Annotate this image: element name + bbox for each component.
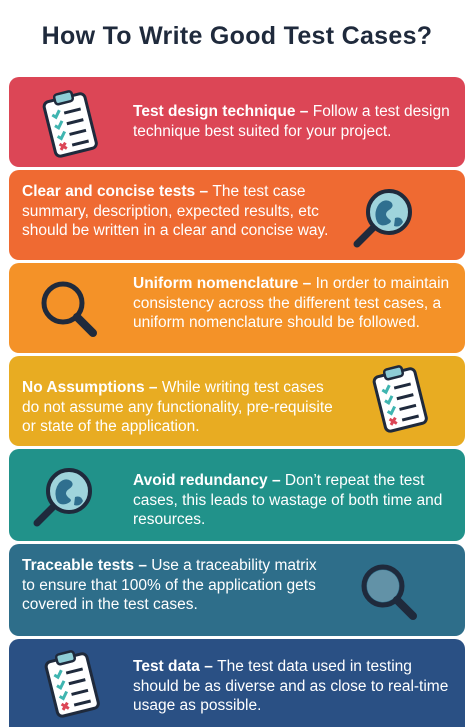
card-separator: – (195, 183, 213, 200)
card-text: Traceable tests – Use a traceability mat… (22, 556, 322, 615)
card-heading: Avoid redundancy (133, 472, 268, 489)
magnifier-icon (33, 275, 103, 345)
card-body: Use a traceability matrix to ensure that… (22, 557, 317, 613)
card-body: Follow a test design technique best suit… (133, 103, 450, 140)
card-uniform-nomenclature: Uniform nomenclature – In order to maint… (9, 263, 465, 353)
card-separator: – (295, 103, 313, 120)
clipboard-checklist-icon (35, 89, 105, 159)
card-heading: Clear and concise tests (22, 183, 196, 200)
card-avoid-redundancy: Avoid redundancy – Don’t repeat the test… (9, 449, 465, 541)
card-clear-and-concise-tests: Clear and concise tests – The test case … (9, 170, 465, 260)
card-heading: Traceable tests (22, 557, 135, 574)
card-body: Don’t repeat the test cases, this leads … (133, 472, 443, 528)
card-body: The test data used in testing should be … (133, 658, 449, 714)
card-separator: – (298, 275, 316, 292)
clipboard-checklist-icon (365, 364, 435, 434)
card-separator: – (144, 379, 162, 396)
card-text: No Assumptions – While writing test case… (22, 378, 344, 437)
card-separator: – (267, 472, 285, 489)
card-test-design-technique: Test design technique – Follow a test de… (9, 77, 465, 167)
card-text: Test design technique – Follow a test de… (133, 102, 453, 141)
card-heading: Test data (133, 658, 200, 675)
card-no-assumptions: No Assumptions – While writing test case… (9, 356, 465, 446)
card-body: While writing test cases do not assume a… (22, 379, 333, 435)
magnifier-globe-icon (349, 182, 419, 252)
magnifier-globe-icon (29, 461, 99, 531)
card-body: In order to maintain consistency across … (133, 275, 450, 331)
page-title: How To Write Good Test Cases? (41, 22, 433, 50)
card-text: Avoid redundancy – Don’t repeat the test… (133, 471, 458, 530)
card-separator: – (199, 658, 218, 675)
card-heading: Test design technique (133, 103, 296, 120)
card-text: Uniform nomenclature – In order to maint… (133, 274, 458, 333)
card-test-data: Test data – The test data used in testin… (9, 639, 465, 727)
card-heading: Uniform nomenclature (133, 275, 299, 292)
card-traceable-tests: Traceable tests – Use a traceability mat… (9, 544, 465, 636)
clipboard-checklist-icon (37, 649, 107, 719)
card-text: Test data – The test data used in testin… (133, 657, 458, 716)
card-heading: No Assumptions (22, 379, 145, 396)
card-body: The test case summary, description, expe… (22, 183, 329, 239)
card-text: Clear and concise tests – The test case … (22, 182, 342, 241)
card-separator: – (134, 557, 152, 574)
magnifier-icon (353, 558, 423, 628)
